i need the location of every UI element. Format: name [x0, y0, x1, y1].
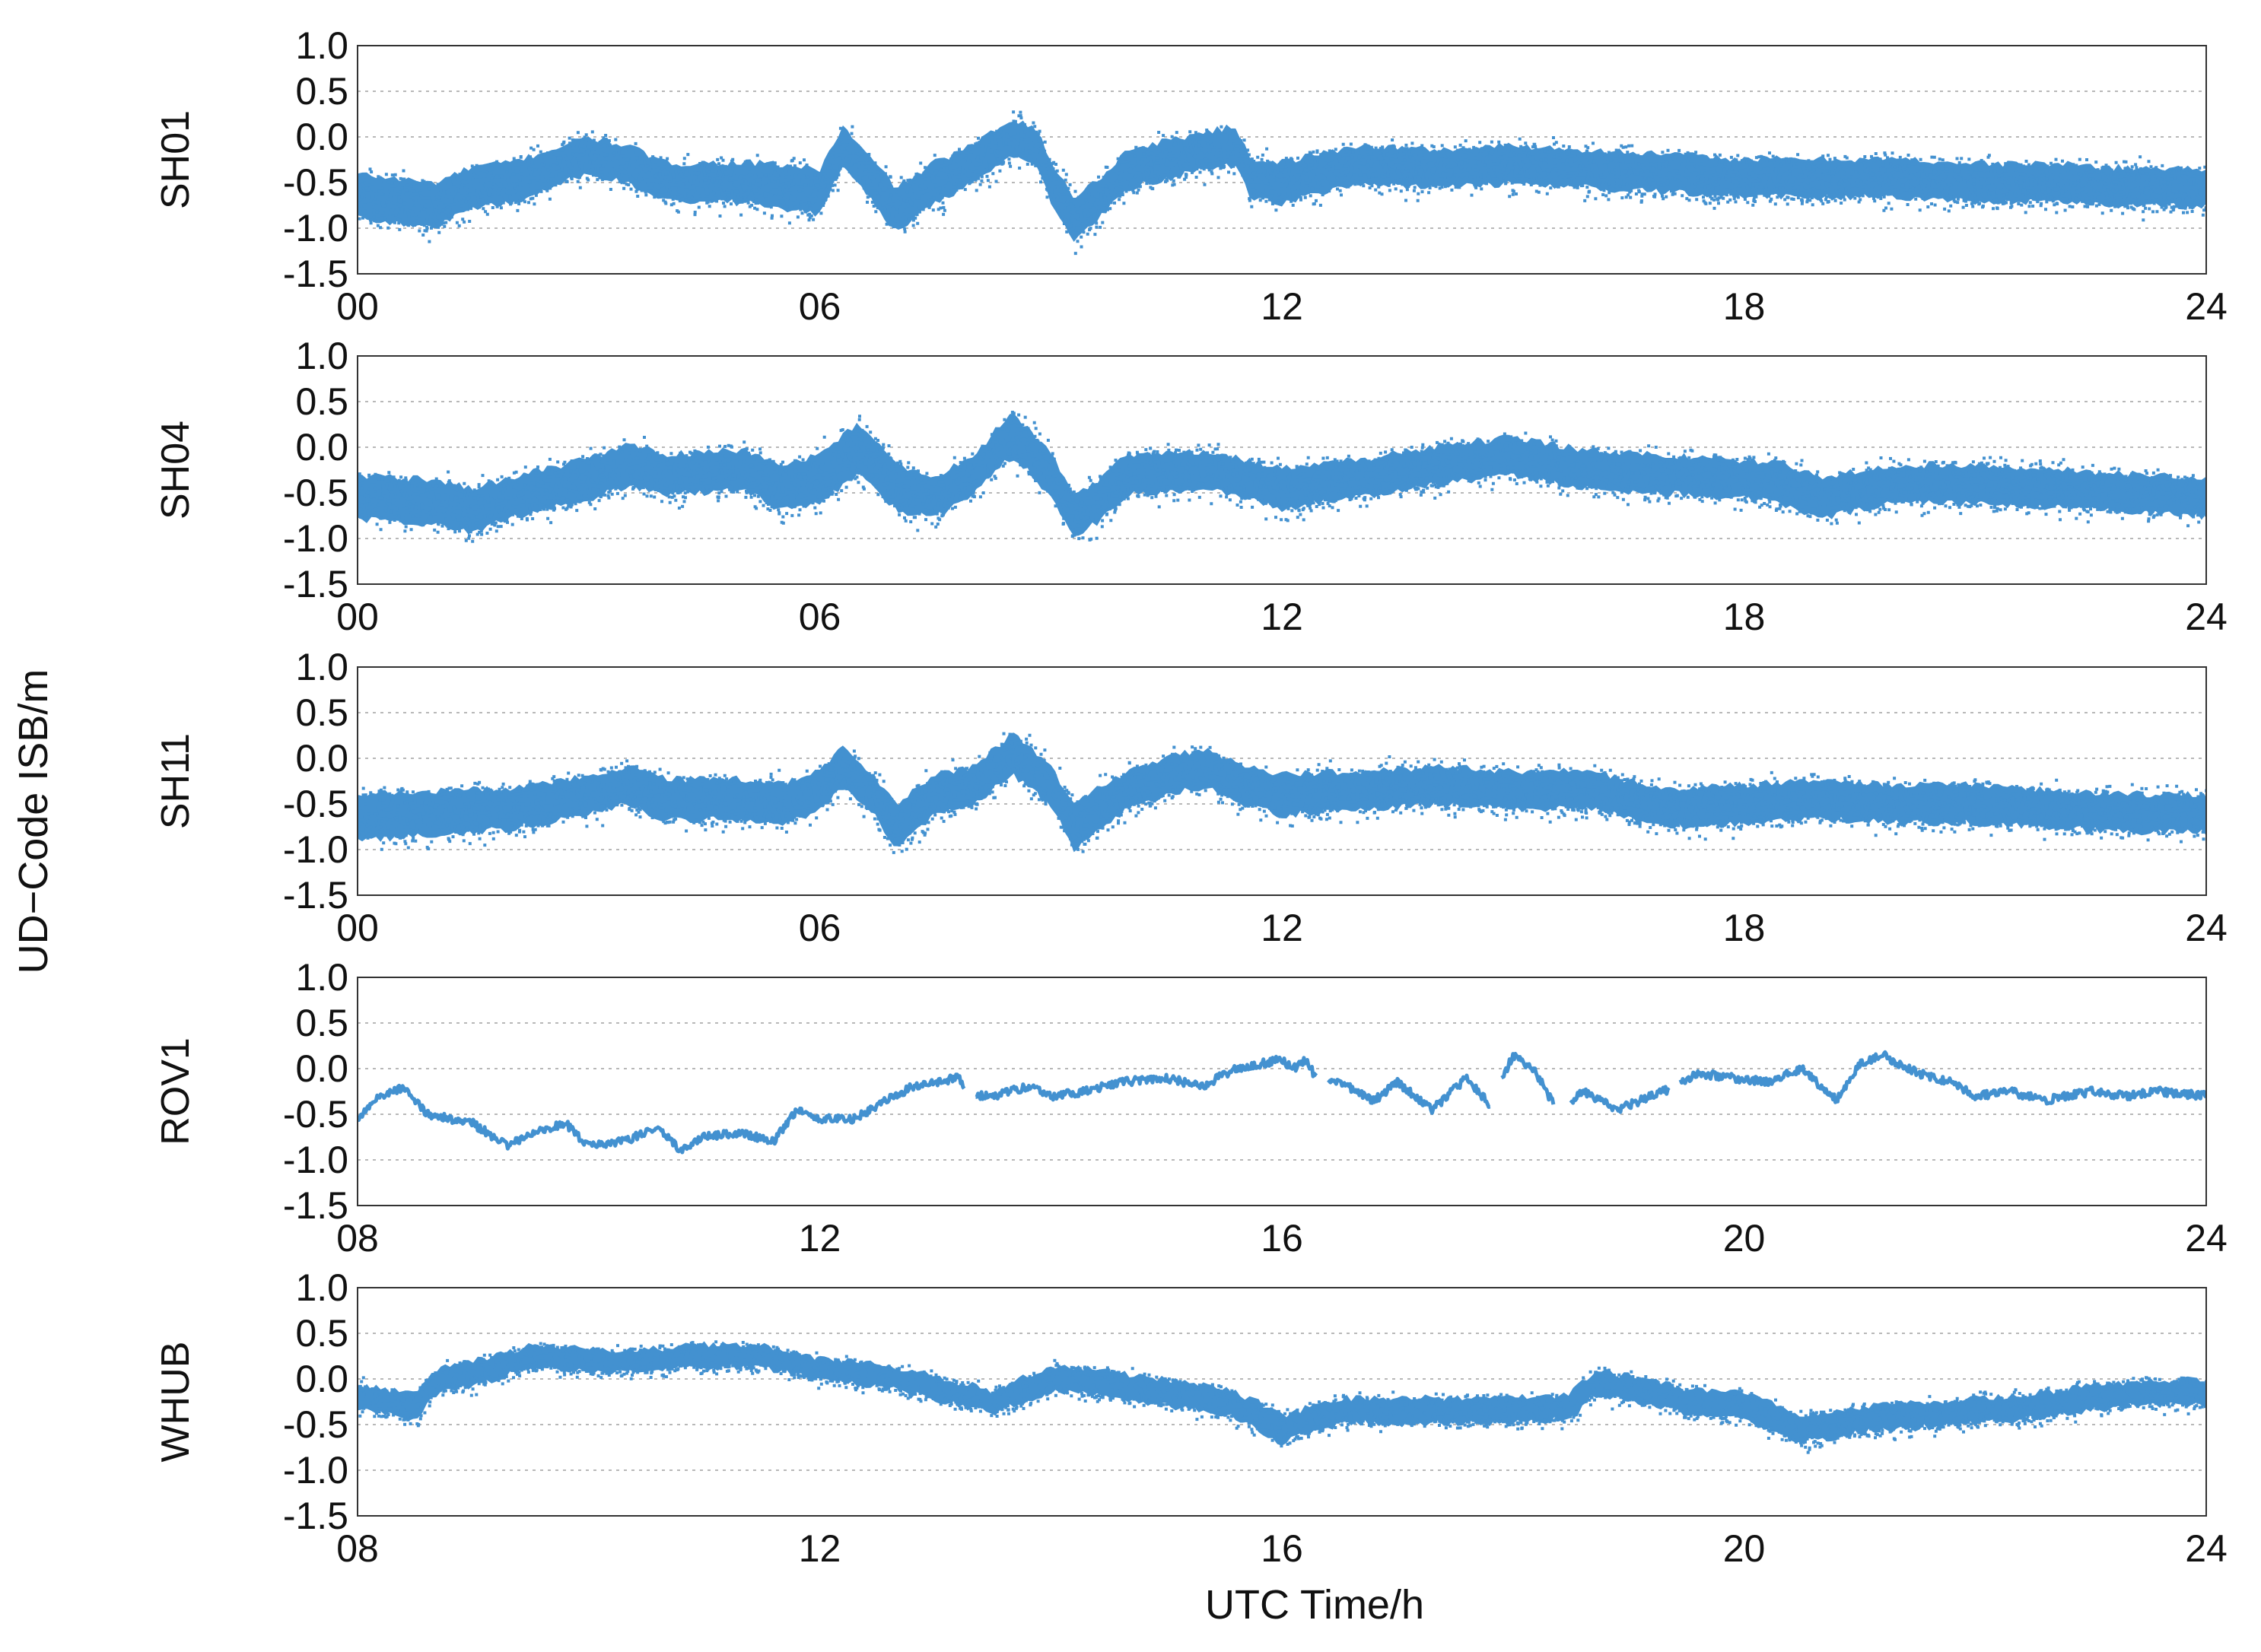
x-tick-label: 00: [336, 907, 379, 949]
x-tick-label: 24: [2185, 1527, 2228, 1570]
y-tick-label: 0.5: [295, 70, 348, 113]
y-tick-label: 1.0: [295, 646, 348, 688]
y-tick-label: 1.0: [295, 956, 348, 999]
y-tick-label: 1.0: [295, 1266, 348, 1309]
y-tick-label: -0.5: [283, 1093, 348, 1136]
y-tick-label: -1.5: [283, 1184, 348, 1227]
y-tick-label: -1.5: [283, 253, 348, 295]
y-tick-label: -0.5: [283, 783, 348, 825]
plot-frame: [357, 1287, 2207, 1517]
y-tick-label: 0.0: [295, 737, 348, 780]
x-tick-label: 18: [1723, 907, 1766, 949]
x-tick-label: 24: [2185, 285, 2228, 328]
series-sh04: [358, 411, 2206, 543]
x-tick-label: 24: [2185, 596, 2228, 638]
data-points: [358, 110, 2206, 256]
plot-frame: [357, 666, 2207, 896]
y-tick-label: 0.5: [295, 691, 348, 734]
y-tick-label: -0.5: [283, 1403, 348, 1446]
x-tick-label: 20: [1723, 1527, 1766, 1570]
panel-whub: 1.00.50.0-0.5-1.0-1.508 12 16 20 24 WHUB: [154, 1266, 2228, 1570]
y-tick-label: 0.0: [295, 1047, 348, 1090]
y-tick-label: 0.5: [295, 1312, 348, 1355]
y-tick-label: -1.0: [283, 517, 348, 560]
x-tick-label: 06: [799, 907, 841, 949]
x-tick-label: 24: [2185, 1217, 2228, 1260]
y-tick-label: -1.0: [283, 1139, 348, 1181]
data-band: [358, 413, 2206, 536]
x-tick-label: 12: [1261, 285, 1303, 328]
y-tick-label: 0.5: [295, 1002, 348, 1044]
panel-label: SH01: [154, 110, 198, 209]
data-points: [358, 732, 2206, 854]
x-tick-label: 06: [799, 285, 841, 328]
panel-label: WHUB: [154, 1342, 198, 1463]
x-tick-label: 00: [336, 596, 379, 638]
y-tick-label: -1.0: [283, 828, 348, 871]
panel-label: SH11: [154, 733, 198, 829]
panel-rov1: 1.00.50.0-0.5-1.0-1.508 12 16 20 24 ROV1: [154, 956, 2228, 1260]
series-whub: [358, 1340, 2206, 1454]
x-axis-label: UTC Time/h: [1205, 1582, 1424, 1628]
x-tick-label: 16: [1261, 1527, 1303, 1570]
y-tick-label: 1.0: [295, 335, 348, 377]
series-sh11: [358, 732, 2206, 854]
x-tick-label: 18: [1723, 285, 1766, 328]
data-points: [358, 1340, 2206, 1454]
plot-frame: [357, 355, 2207, 585]
panel-sh11: 1.00.50.0-0.5-1.0-1.500 06 12 18 24 SH11: [154, 646, 2228, 949]
y-tick-label: 0.0: [295, 116, 348, 158]
x-tick-label: 06: [799, 596, 841, 638]
series-sh01: [358, 110, 2206, 256]
y-tick-label: 0.5: [295, 380, 348, 423]
y-tick-label: -1.0: [283, 207, 348, 249]
x-tick-label: 12: [799, 1527, 841, 1570]
panels: 1.00.50.0-0.5-1.0-1.500 06 12 18 24SH011.00.…: [154, 24, 2228, 1570]
plot-frame: [357, 977, 2207, 1206]
panel-label: SH04: [154, 421, 198, 519]
x-tick-label: 20: [1723, 1217, 1766, 1260]
panel-sh04: 1.00.50.0-0.5-1.0-1.500 06 12 18 24 SH04: [154, 335, 2228, 638]
y-tick-label: -0.5: [283, 161, 348, 204]
x-tick-label: 08: [336, 1217, 379, 1260]
panel-sh01: 1.00.50.0-0.5-1.0-1.500 06 12 18 24 SH01: [154, 24, 2228, 328]
y-axis-label: UD−Code ISB/m: [11, 669, 56, 974]
y-tick-label: 0.0: [295, 1358, 348, 1400]
panel-label: ROV1: [154, 1037, 198, 1145]
x-tick-label: 12: [799, 1217, 841, 1260]
y-tick-label: -0.5: [283, 472, 348, 514]
plot-frame: [357, 45, 2207, 275]
series-rov1: [358, 1050, 2206, 1155]
y-tick-label: 0.0: [295, 426, 348, 469]
x-tick-label: 16: [1261, 1217, 1303, 1260]
y-tick-label: -1.0: [283, 1449, 348, 1492]
x-tick-label: 00: [336, 285, 379, 328]
y-tick-label: -1.5: [283, 563, 348, 605]
x-tick-label: 08: [336, 1527, 379, 1570]
data-points: [358, 411, 2206, 543]
x-tick-label: 24: [2185, 907, 2228, 949]
x-tick-label: 12: [1261, 596, 1303, 638]
y-tick-label: -1.5: [283, 874, 348, 917]
y-tick-label: 1.0: [295, 24, 348, 67]
y-tick-label: -1.5: [283, 1495, 348, 1537]
x-tick-label: 18: [1723, 596, 1766, 638]
x-tick-label: 12: [1261, 907, 1303, 949]
data-line: [358, 1050, 2206, 1155]
